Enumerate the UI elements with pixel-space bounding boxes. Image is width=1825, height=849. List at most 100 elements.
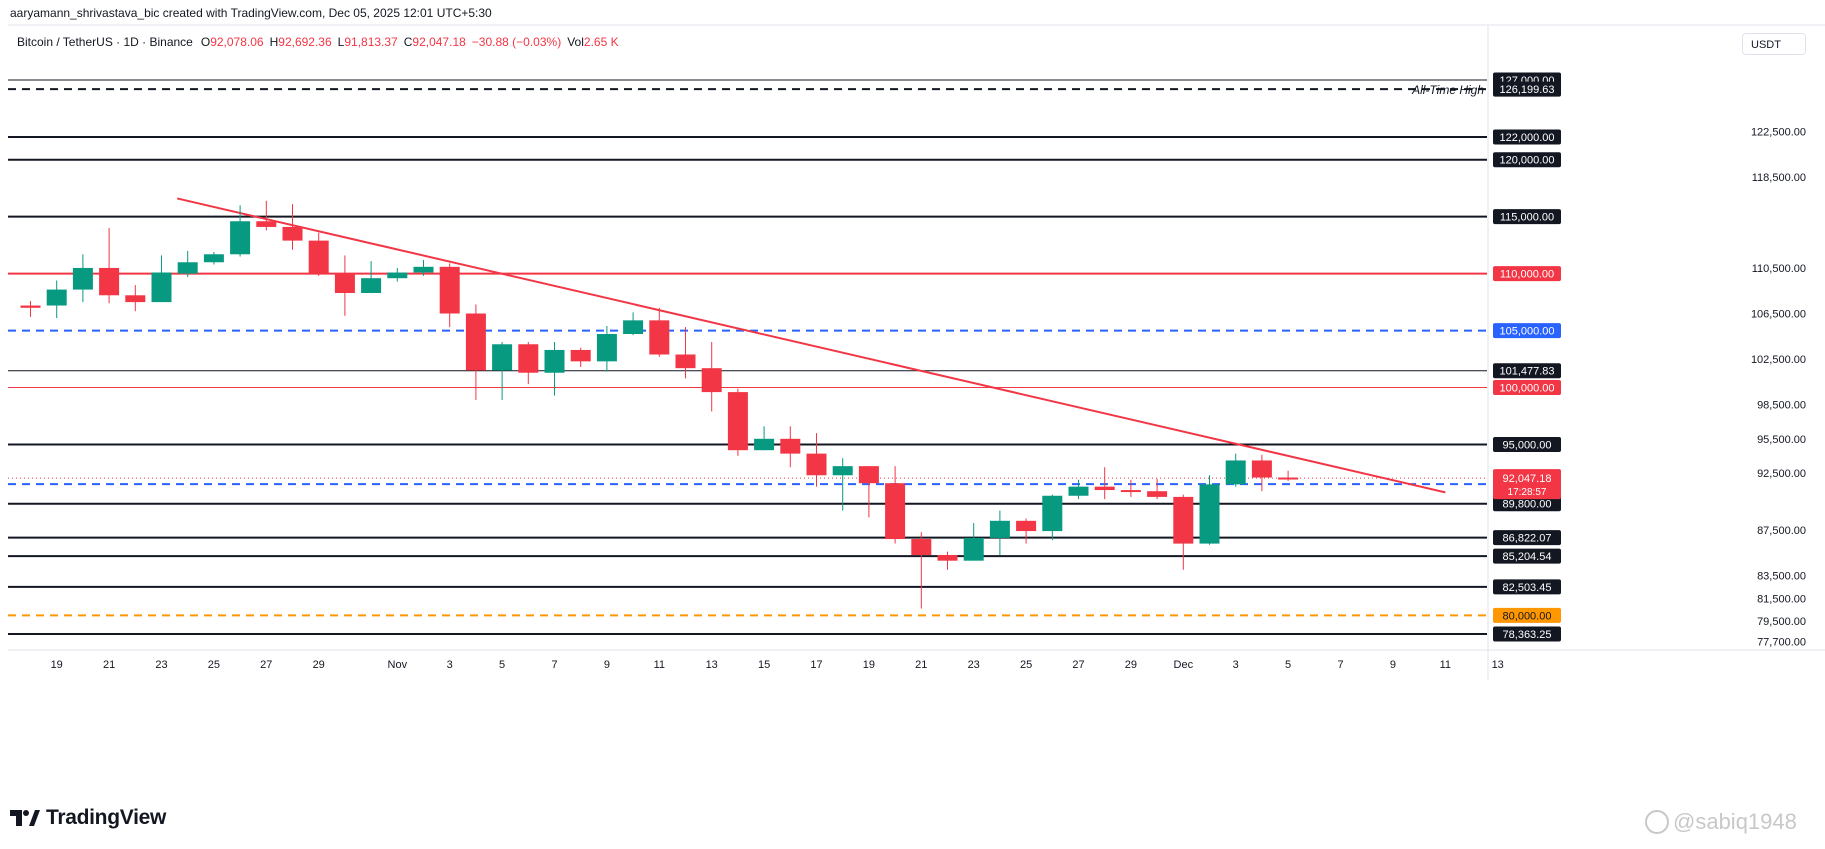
price-tag-label: 105,000.00 xyxy=(1499,326,1554,338)
price-tag-label: 122,000.00 xyxy=(1499,132,1554,144)
x-tick-label: 27 xyxy=(1072,659,1084,671)
candle xyxy=(701,341,722,412)
price-tag-label: 100,000.00 xyxy=(1499,383,1554,395)
price-tag xyxy=(1493,209,1561,225)
candle-body xyxy=(649,320,670,355)
price-tag xyxy=(1493,129,1561,145)
tradingview-logo[interactable]: TradingView xyxy=(10,806,166,830)
candle-body xyxy=(623,320,644,335)
candle xyxy=(1094,467,1115,500)
candle xyxy=(125,285,146,312)
candle-body xyxy=(832,466,853,476)
price-tag xyxy=(1493,626,1561,642)
candle-body xyxy=(780,438,801,454)
x-tick-label: 9 xyxy=(604,659,610,671)
candle-body xyxy=(151,272,172,303)
price-tag xyxy=(1493,266,1561,282)
candle-body xyxy=(675,354,696,369)
candle-body xyxy=(885,483,906,540)
candle xyxy=(832,458,853,511)
price-tag-label: 101,477.83 xyxy=(1499,366,1554,378)
symbol-label[interactable]: Bitcoin / TetherUS · 1D · Binance xyxy=(17,35,193,49)
change-value: −30.88 (−0.03%) xyxy=(471,35,562,49)
y-tick-label: 106,500.00 xyxy=(1751,309,1806,321)
candle xyxy=(1042,494,1063,541)
candle-body xyxy=(308,240,329,274)
open-value: 92,078.06 xyxy=(210,35,264,49)
price-tag xyxy=(1493,548,1561,564)
candle-body xyxy=(570,349,591,362)
candle-body xyxy=(1120,490,1141,493)
x-tick-label: 21 xyxy=(915,659,927,671)
price-tag-label: 78,363.25 xyxy=(1503,629,1552,641)
candle-body xyxy=(1042,495,1063,532)
vol-key: Vol xyxy=(567,35,584,49)
y-tick-label: 98,500.00 xyxy=(1757,400,1806,412)
price-tag-label: 126,199.63 xyxy=(1499,84,1554,96)
candle-body xyxy=(1251,460,1272,478)
y-tick-label: 95,500.00 xyxy=(1757,434,1806,446)
candle xyxy=(492,341,513,401)
x-tick-label: 25 xyxy=(208,659,220,671)
price-tag xyxy=(1493,436,1561,452)
candle xyxy=(1251,454,1272,492)
candle xyxy=(754,426,775,451)
candle xyxy=(623,312,644,336)
price-tag-label: 115,000.00 xyxy=(1500,212,1554,224)
open-key: O xyxy=(200,35,211,49)
y-tick-label: 118,500.00 xyxy=(1752,172,1806,184)
x-tick-label: 29 xyxy=(1125,659,1137,671)
x-tick-label: 9 xyxy=(1390,659,1396,671)
candle xyxy=(1120,479,1141,497)
x-tick-label: 7 xyxy=(551,659,557,671)
x-tick-label: 11 xyxy=(654,659,665,671)
candle-body xyxy=(1068,486,1089,496)
currency-button[interactable]: USDT xyxy=(1742,33,1806,55)
x-tick-label: Nov xyxy=(388,659,408,671)
price-tag-label: 86,822.07 xyxy=(1503,533,1552,545)
candle-body xyxy=(99,267,120,296)
candle xyxy=(413,259,434,276)
watermark: @sabiq1948 xyxy=(1645,809,1797,835)
price-tag xyxy=(1493,530,1561,546)
price-tag xyxy=(1493,323,1561,339)
watermark-text: @sabiq1948 xyxy=(1673,809,1797,834)
x-tick-label: 7 xyxy=(1337,659,1343,671)
candle xyxy=(911,532,932,609)
price-tag xyxy=(1493,579,1561,595)
price-tag xyxy=(1493,363,1561,379)
candle-body xyxy=(701,368,722,393)
price-chart[interactable]: 122,500.00 118,500.00 110,500.00 106,500.00… xyxy=(0,0,1825,790)
x-tick-label: 23 xyxy=(968,659,980,671)
candle-body xyxy=(937,554,958,561)
candle xyxy=(858,466,879,518)
candle xyxy=(99,228,120,304)
close-value: 92,047.18 xyxy=(412,35,466,49)
candle-body xyxy=(858,466,879,484)
candle-body xyxy=(20,305,41,308)
candle-body xyxy=(911,539,932,555)
close-key: C xyxy=(403,35,413,49)
candle xyxy=(570,347,591,368)
y-tick-label: 81,500.00 xyxy=(1757,593,1806,605)
x-tick-label: 17 xyxy=(810,659,822,671)
candle xyxy=(1278,470,1299,481)
candle xyxy=(518,341,539,385)
y-tick-label: 79,500.00 xyxy=(1757,616,1806,628)
low-key: L xyxy=(337,35,345,49)
x-tick-label: 19 xyxy=(863,659,875,671)
price-tag-label: 80,000.00 xyxy=(1503,610,1552,622)
x-tick-label: 13 xyxy=(706,659,718,671)
candle-body xyxy=(72,267,93,290)
candle xyxy=(1199,475,1220,545)
tradingview-brand-text: TradingView xyxy=(46,806,167,829)
candle xyxy=(177,250,198,278)
candle-body xyxy=(256,221,277,227)
candle-body xyxy=(492,344,513,371)
tradingview-logo-icon xyxy=(10,810,40,826)
current-price-tag xyxy=(1493,469,1561,500)
candle xyxy=(780,426,801,468)
low-value: 91,813.37 xyxy=(344,35,398,49)
candle-body xyxy=(125,295,146,303)
candle xyxy=(46,280,67,319)
